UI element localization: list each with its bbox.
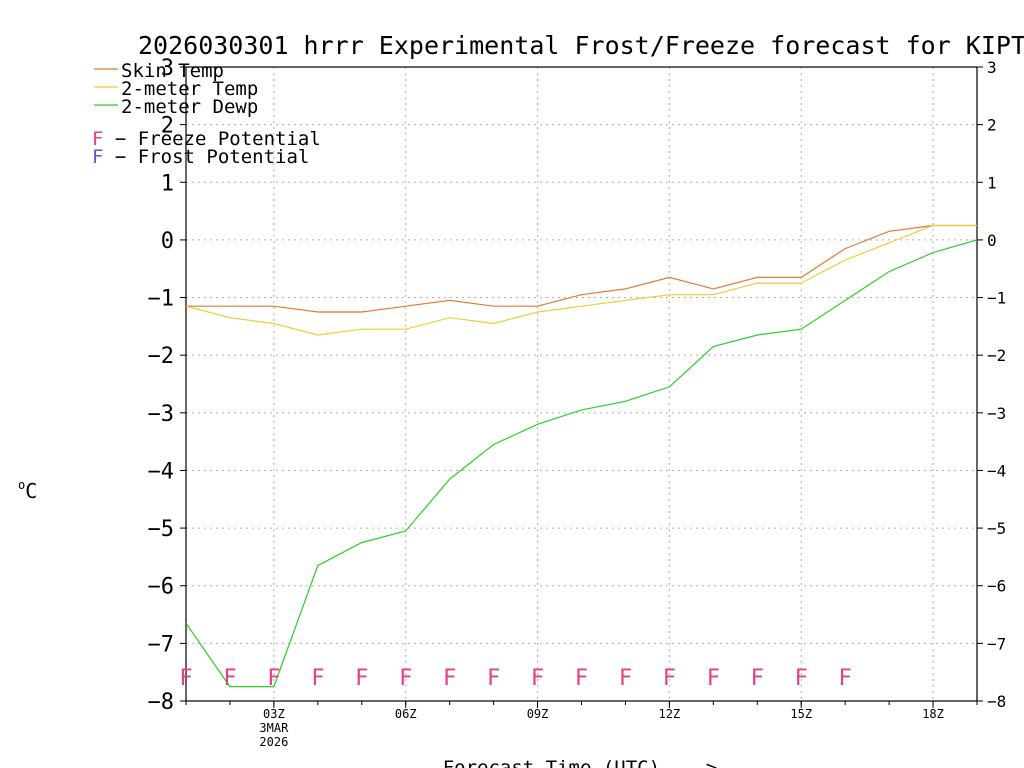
x-tick-label: 03Z: [263, 707, 285, 721]
freeze-marker: F: [355, 666, 368, 691]
x-tick-label: 09Z: [527, 707, 549, 721]
legend-marker-entry: F − Freeze Potential: [92, 128, 321, 150]
freeze-marker: F: [443, 666, 456, 691]
y-tick-label-left: −2: [148, 344, 175, 369]
y-axis-label: oC: [18, 478, 37, 503]
y-tick-label-left: −7: [148, 632, 175, 657]
y-tick-label-right: −5: [987, 519, 1006, 538]
y-tick-label-right: −7: [987, 634, 1006, 653]
y-tick-label-right: −4: [987, 461, 1006, 480]
y-tick-label-right: 3: [987, 58, 997, 77]
y-tick-label-right: −1: [987, 289, 1006, 308]
x-tick-label: 06Z: [395, 707, 417, 721]
freeze-marker: F: [179, 666, 192, 691]
x-axis-label: Forecast Time (UTC) --->: [443, 757, 718, 768]
y-tick-label-left: −1: [148, 287, 175, 312]
freeze-marker: F: [663, 666, 676, 691]
legend-entry: 2-meter Temp: [121, 78, 258, 100]
grid-layer: [186, 67, 977, 701]
y-tick-label-left: −5: [148, 517, 175, 542]
y-tick-label-left: 0: [161, 229, 174, 254]
legend-entry: 2-meter Dewp: [121, 96, 258, 118]
series-line-2-meter-dewp: [185, 239, 978, 688]
legend-marker-letter: F: [92, 146, 103, 168]
y-tick-label-left: 1: [161, 171, 174, 196]
y-tick-label-right: 1: [987, 173, 997, 192]
x-tick-sublabel: 3MAR: [259, 721, 289, 735]
freeze-marker: F: [751, 666, 764, 691]
y-axis-unit: C: [25, 479, 37, 503]
y-tick-label-left: −6: [148, 575, 175, 600]
series-line-2-meter-temp: [185, 224, 977, 336]
x-tick-sublabel: 2026: [259, 735, 288, 749]
legend-marker-entry: F − Frost Potential: [92, 146, 309, 168]
freeze-marker: F: [839, 666, 852, 691]
y-tick-label-left: 3: [161, 56, 174, 81]
x-tick-label: 12Z: [659, 707, 681, 721]
tick-layer: 3 3 2 2 1 1 0 0 −1 −1 −2 −2 −3 −3 −4 −4 −5 −5 −6 −6 −7 −7 −8 −8…: [148, 56, 1007, 749]
chart-title: 2026030301 hrrr Experimental Frost/Freez…: [138, 31, 1024, 60]
legend-marker-text: − Freeze Potential: [103, 128, 320, 150]
y-tick-label-right: −6: [987, 577, 1006, 596]
y-tick-label-right: 2: [987, 116, 997, 135]
freeze-marker: F: [575, 666, 588, 691]
freeze-marker: F: [487, 666, 500, 691]
series-layer: [185, 224, 978, 688]
y-tick-label-right: −3: [987, 404, 1006, 423]
freeze-marker: F: [531, 666, 544, 691]
freeze-marker: F: [619, 666, 632, 691]
freeze-marker: F: [795, 666, 808, 691]
freeze-marker: F: [311, 666, 324, 691]
freeze-marker: F: [399, 666, 412, 691]
y-axis-degree: o: [18, 478, 25, 492]
y-tick-label-right: −8: [987, 692, 1006, 711]
legend-marker-letter: F: [92, 128, 103, 150]
series-line-skin-temp: [186, 224, 977, 313]
freeze-marker: F: [223, 666, 236, 691]
legend-marker-text: − Frost Potential: [103, 146, 309, 168]
y-tick-label-right: 0: [987, 231, 997, 250]
y-tick-label-left: −4: [148, 459, 175, 484]
y-tick-label-left: 2: [161, 114, 174, 139]
y-tick-label-left: −3: [148, 402, 175, 427]
x-tick-label: 15Z: [790, 707, 812, 721]
freeze-marker: F: [267, 666, 280, 691]
freeze-marker: F: [707, 666, 720, 691]
y-tick-label-left: −8: [148, 690, 175, 715]
legend-entry: Skin Temp: [121, 60, 224, 82]
y-tick-label-right: −2: [987, 346, 1006, 365]
x-tick-label: 18Z: [922, 707, 944, 721]
